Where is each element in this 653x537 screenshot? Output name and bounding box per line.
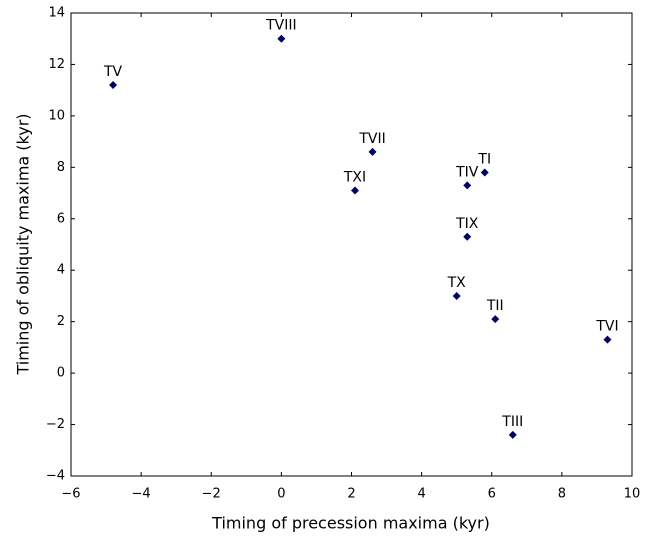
- y-tick-label: −4: [46, 469, 65, 484]
- y-tick-label: 10: [48, 108, 65, 123]
- point-label: TVII: [358, 131, 385, 147]
- point-label: TII: [486, 298, 504, 314]
- point: [480, 168, 489, 177]
- point: [351, 186, 360, 195]
- y-tick-label: 6: [57, 211, 65, 226]
- x-tick-label: 6: [488, 487, 496, 502]
- point-label: TVI: [595, 319, 618, 335]
- x-tick-label: −4: [132, 487, 151, 502]
- y-tick-label: 14: [48, 6, 65, 21]
- y-axis-title: Timing of obliquity maxima (kyr): [14, 113, 33, 375]
- x-axis-title: Timing of precession maxima (kyr): [211, 514, 490, 533]
- point-label: TIV: [455, 164, 479, 180]
- point: [603, 335, 612, 344]
- point: [368, 147, 377, 156]
- point: [491, 315, 500, 324]
- x-tick-label: 8: [558, 487, 566, 502]
- point: [463, 181, 472, 190]
- x-tick-label: −6: [61, 487, 80, 502]
- y-tick-label: 0: [57, 366, 65, 381]
- x-tick-label: 0: [277, 487, 285, 502]
- x-tick-label: 2: [347, 487, 355, 502]
- point-label: TI: [477, 151, 491, 167]
- x-tick-label: 10: [624, 487, 641, 502]
- plot-frame: [70, 12, 633, 477]
- point-label: TIII: [501, 414, 523, 430]
- point-label: TXI: [343, 169, 366, 185]
- point: [277, 34, 286, 43]
- point: [109, 81, 118, 90]
- x-tick-label: 4: [417, 487, 425, 502]
- point: [508, 430, 517, 439]
- point: [452, 291, 461, 300]
- y-tick-label: 8: [57, 160, 65, 175]
- point: [463, 232, 472, 241]
- y-tick-label: −2: [46, 417, 65, 432]
- point-label: TX: [447, 275, 467, 291]
- y-tick-label: 2: [57, 314, 65, 329]
- y-tick-label: 12: [48, 57, 65, 72]
- y-tick-label: 4: [57, 263, 65, 278]
- point-label: TV: [103, 64, 123, 80]
- point-label: TVIII: [265, 18, 297, 34]
- point-label: TIX: [455, 216, 479, 232]
- x-tick-label: −2: [202, 487, 221, 502]
